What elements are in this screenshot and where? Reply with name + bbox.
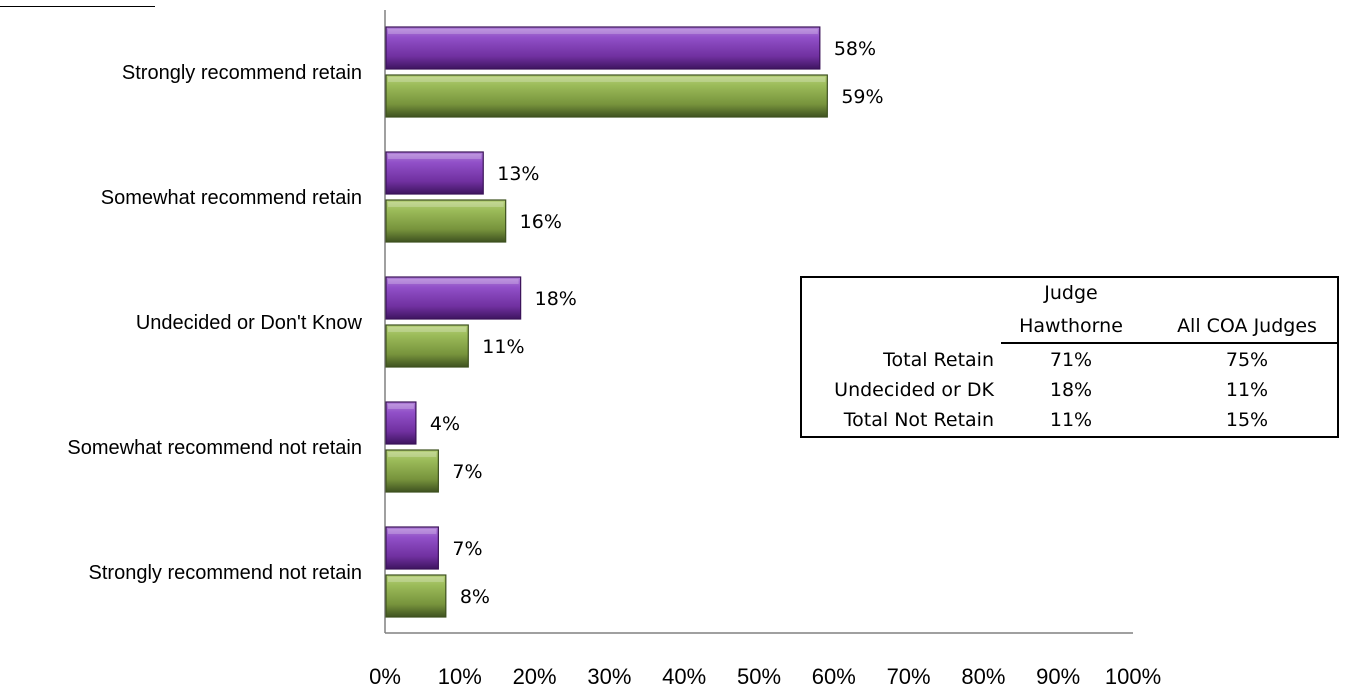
x-tick-label: 60%	[812, 664, 856, 688]
x-tick-label: 20%	[513, 664, 557, 688]
data-label: 7%	[452, 538, 482, 560]
bar-series-2	[385, 324, 469, 368]
data-label: 11%	[482, 336, 524, 358]
category-label: Undecided or Don't Know	[136, 312, 363, 334]
data-label: 59%	[841, 86, 883, 108]
bar-highlight	[388, 452, 437, 457]
x-tick-label: 10%	[438, 664, 482, 688]
bar-highlight	[388, 154, 482, 159]
bar-highlight	[388, 577, 444, 582]
x-tick-label: 100%	[1105, 664, 1161, 688]
table-row-label: Total Retain	[883, 349, 994, 371]
table-row-label: Undecided or DK	[834, 379, 994, 401]
data-label: 8%	[460, 586, 490, 608]
table-header-rule	[1001, 342, 1337, 344]
table-header-judge-line1: Judge	[1044, 282, 1098, 304]
bar-series-2	[385, 574, 447, 618]
bar-series-1	[385, 151, 484, 195]
bar-highlight	[388, 77, 826, 82]
bar-series-1	[385, 526, 439, 570]
table-row: Total Not Retain 11% 15%	[802, 405, 1337, 435]
bar-series-1	[385, 276, 522, 320]
x-tick-label: 50%	[737, 664, 781, 688]
x-tick-label: 90%	[1036, 664, 1080, 688]
table-row-label: Total Not Retain	[843, 409, 994, 431]
x-tick-label: 30%	[587, 664, 631, 688]
bar-series-2	[385, 74, 828, 118]
x-tick-label: 70%	[887, 664, 931, 688]
bar-highlight	[388, 202, 504, 207]
bar-highlight	[388, 29, 818, 34]
table-cell-all: 75%	[1225, 349, 1269, 371]
x-tick-label: 0%	[369, 664, 401, 688]
category-label: Somewhat recommend not retain	[67, 437, 362, 459]
table-cell-all: 11%	[1225, 379, 1269, 401]
data-label: 16%	[520, 211, 562, 233]
bar-highlight	[388, 529, 437, 534]
data-label: 4%	[430, 413, 460, 435]
table-row: Undecided or DK 18% 11%	[802, 375, 1337, 405]
data-label: 13%	[497, 163, 539, 185]
table-cell-all: 15%	[1225, 409, 1269, 431]
category-label: Strongly recommend not retain	[89, 562, 362, 584]
table-header-all-coa: All COA Judges	[1177, 315, 1317, 337]
bar-series-1	[385, 26, 821, 70]
x-tick-label: 40%	[662, 664, 706, 688]
bar-highlight	[388, 327, 467, 332]
x-tick-label: 80%	[961, 664, 1005, 688]
table-header-judge-line2: Hawthorne	[1019, 315, 1123, 337]
bar-series-2	[385, 449, 439, 493]
data-label: 58%	[834, 38, 876, 60]
table-header-row-1: Judge	[802, 278, 1337, 308]
summary-table: Judge Hawthorne All COA Judges Total Ret…	[800, 276, 1339, 438]
table-cell-judge: 18%	[1049, 379, 1093, 401]
category-label: Strongly recommend retain	[122, 62, 362, 84]
cropped-title-underline	[0, 0, 155, 7]
bar-highlight	[388, 279, 519, 284]
bar-highlight	[388, 404, 414, 409]
data-label: 18%	[535, 288, 577, 310]
table-cell-judge: 71%	[1049, 349, 1093, 371]
table-cell-judge: 11%	[1049, 409, 1093, 431]
bar-series-2	[385, 199, 507, 243]
table-header-row-2: Hawthorne All COA Judges	[802, 311, 1337, 341]
data-label: 7%	[452, 461, 482, 483]
category-label: Somewhat recommend retain	[101, 187, 362, 209]
table-row: Total Retain 71% 75%	[802, 345, 1337, 375]
bar-series-1	[385, 401, 417, 445]
